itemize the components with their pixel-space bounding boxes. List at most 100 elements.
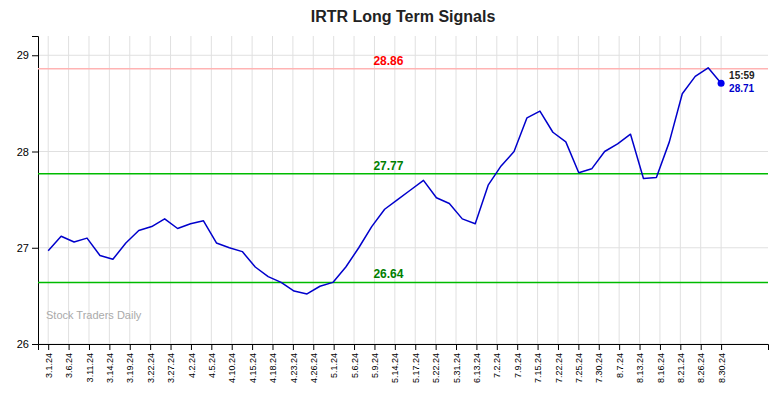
x-tick-label: 5.22.24: [431, 353, 441, 383]
x-tick-mark: [191, 344, 192, 350]
x-tick-label: 3.19.24: [125, 353, 135, 383]
annotations: 28.8627.7726.6415:5928.71Stock Traders D…: [46, 54, 755, 322]
x-tick-mark: [619, 344, 620, 350]
x-tick: 7.30.24: [594, 344, 604, 383]
x-tick: 5.14.24: [390, 344, 400, 383]
grid-line-x: [272, 36, 273, 344]
x-tick: 4.5.24: [207, 344, 217, 378]
grid-line-x: [292, 36, 293, 344]
last-price-label: 28.71: [729, 83, 754, 94]
grid-line-x: [374, 36, 375, 344]
grid-line-x: [619, 36, 620, 344]
x-tick-label: 4.18.24: [268, 353, 278, 383]
x-tick: 8.16.24: [656, 344, 666, 383]
grid-line-y: [38, 247, 768, 248]
grid-line-x: [170, 36, 171, 344]
x-tick-mark: [252, 344, 253, 350]
x-tick: 5.17.24: [411, 344, 421, 383]
grid-line-x: [333, 36, 334, 344]
x-tick-mark: [232, 344, 233, 350]
x-tick-label: 5.1.24: [329, 353, 339, 378]
grid-line-x: [68, 36, 69, 344]
x-axis-line: [39, 345, 769, 351]
grid-line-x: [598, 36, 599, 344]
x-tick-label: 4.5.24: [207, 353, 217, 378]
grid-line-x: [252, 36, 253, 344]
x-tick-mark: [415, 344, 416, 350]
x-axis: 3.1.243.6.243.11.243.14.243.19.243.22.24…: [39, 344, 769, 383]
reference-line: [38, 68, 768, 70]
x-tick-label: 8.26.24: [696, 353, 706, 383]
x-tick: 4.18.24: [268, 344, 278, 383]
x-tick: 4.10.24: [227, 344, 237, 383]
grid: [38, 36, 768, 344]
reference-line: [38, 282, 768, 284]
x-tick-label: 8.13.24: [635, 353, 645, 383]
y-axis: 26272829: [17, 37, 39, 351]
x-tick: 7.15.24: [533, 344, 543, 383]
x-tick-mark: [150, 344, 151, 350]
grid-line-x: [129, 36, 130, 344]
grid-line-x: [537, 36, 538, 344]
x-tick-mark: [89, 344, 90, 350]
x-tick: 8.21.24: [676, 344, 686, 383]
last-price-dot: [718, 80, 725, 87]
grid-line-x: [150, 36, 151, 344]
x-tick-mark: [660, 344, 661, 350]
x-tick: 4.15.24: [248, 344, 258, 383]
x-tick-mark: [436, 344, 437, 350]
y-tick-mark: [32, 55, 38, 56]
grid-line-x: [456, 36, 457, 344]
x-tick-mark: [701, 344, 702, 350]
x-tick-mark: [334, 344, 335, 350]
x-tick-mark: [48, 344, 49, 350]
x-tick: 3.11.24: [85, 344, 95, 382]
x-tick-mark: [538, 344, 539, 350]
x-tick-mark: [69, 344, 70, 350]
x-tick-mark: [395, 344, 396, 350]
grid-line-x: [48, 36, 49, 344]
x-tick-mark: [640, 344, 641, 350]
x-tick-label: 5.31.24: [452, 353, 462, 383]
x-tick-label: 8.21.24: [676, 353, 686, 383]
grid-line-x: [659, 36, 660, 344]
x-tick-mark: [680, 344, 681, 350]
x-tick-label: 7.30.24: [594, 353, 604, 383]
grid-line-x: [435, 36, 436, 344]
y-tick-label: 29: [17, 49, 29, 61]
x-tick: 6.13.24: [472, 344, 482, 383]
x-tick: 3.6.24: [64, 344, 74, 378]
x-tick-mark: [599, 344, 600, 350]
x-tick-label: 4.26.24: [309, 353, 319, 383]
grid-line-x: [517, 36, 518, 344]
y-tick: 28: [17, 146, 38, 158]
x-tick: 7.2.24: [492, 344, 502, 378]
chart-svg: 262728293.1.243.6.243.11.243.14.243.19.2…: [0, 0, 784, 398]
x-tick-label: 3.22.24: [146, 353, 156, 383]
price-line: [48, 68, 721, 294]
grid-line-x: [578, 36, 579, 344]
grid-line-x: [557, 36, 558, 344]
x-tick: 3.27.24: [166, 344, 176, 383]
x-tick-mark: [171, 344, 172, 350]
x-tick-label: 3.27.24: [166, 353, 176, 383]
x-tick-mark: [272, 344, 273, 350]
x-tick-label: 7.2.24: [492, 353, 502, 378]
x-tick-mark: [476, 344, 477, 350]
x-tick: 5.9.24: [370, 344, 380, 378]
y-tick: 27: [17, 242, 38, 254]
grid-line-x: [190, 36, 191, 344]
x-tick-mark: [456, 344, 457, 350]
x-tick: 5.22.24: [431, 344, 441, 383]
x-tick-label: 3.6.24: [64, 353, 74, 378]
x-tick: 4.26.24: [309, 344, 319, 383]
x-tick: 3.14.24: [105, 344, 115, 383]
y-tick-label: 27: [17, 242, 29, 254]
reference-label: 26.64: [373, 267, 403, 281]
x-tick: 7.9.24: [513, 344, 523, 378]
x-tick-label: 6.13.24: [472, 353, 482, 383]
y-tick-label: 28: [17, 146, 29, 158]
watermark: Stock Traders Daily: [46, 309, 142, 321]
x-tick: 7.22.24: [554, 344, 564, 383]
x-tick-label: 5.9.24: [370, 353, 380, 378]
